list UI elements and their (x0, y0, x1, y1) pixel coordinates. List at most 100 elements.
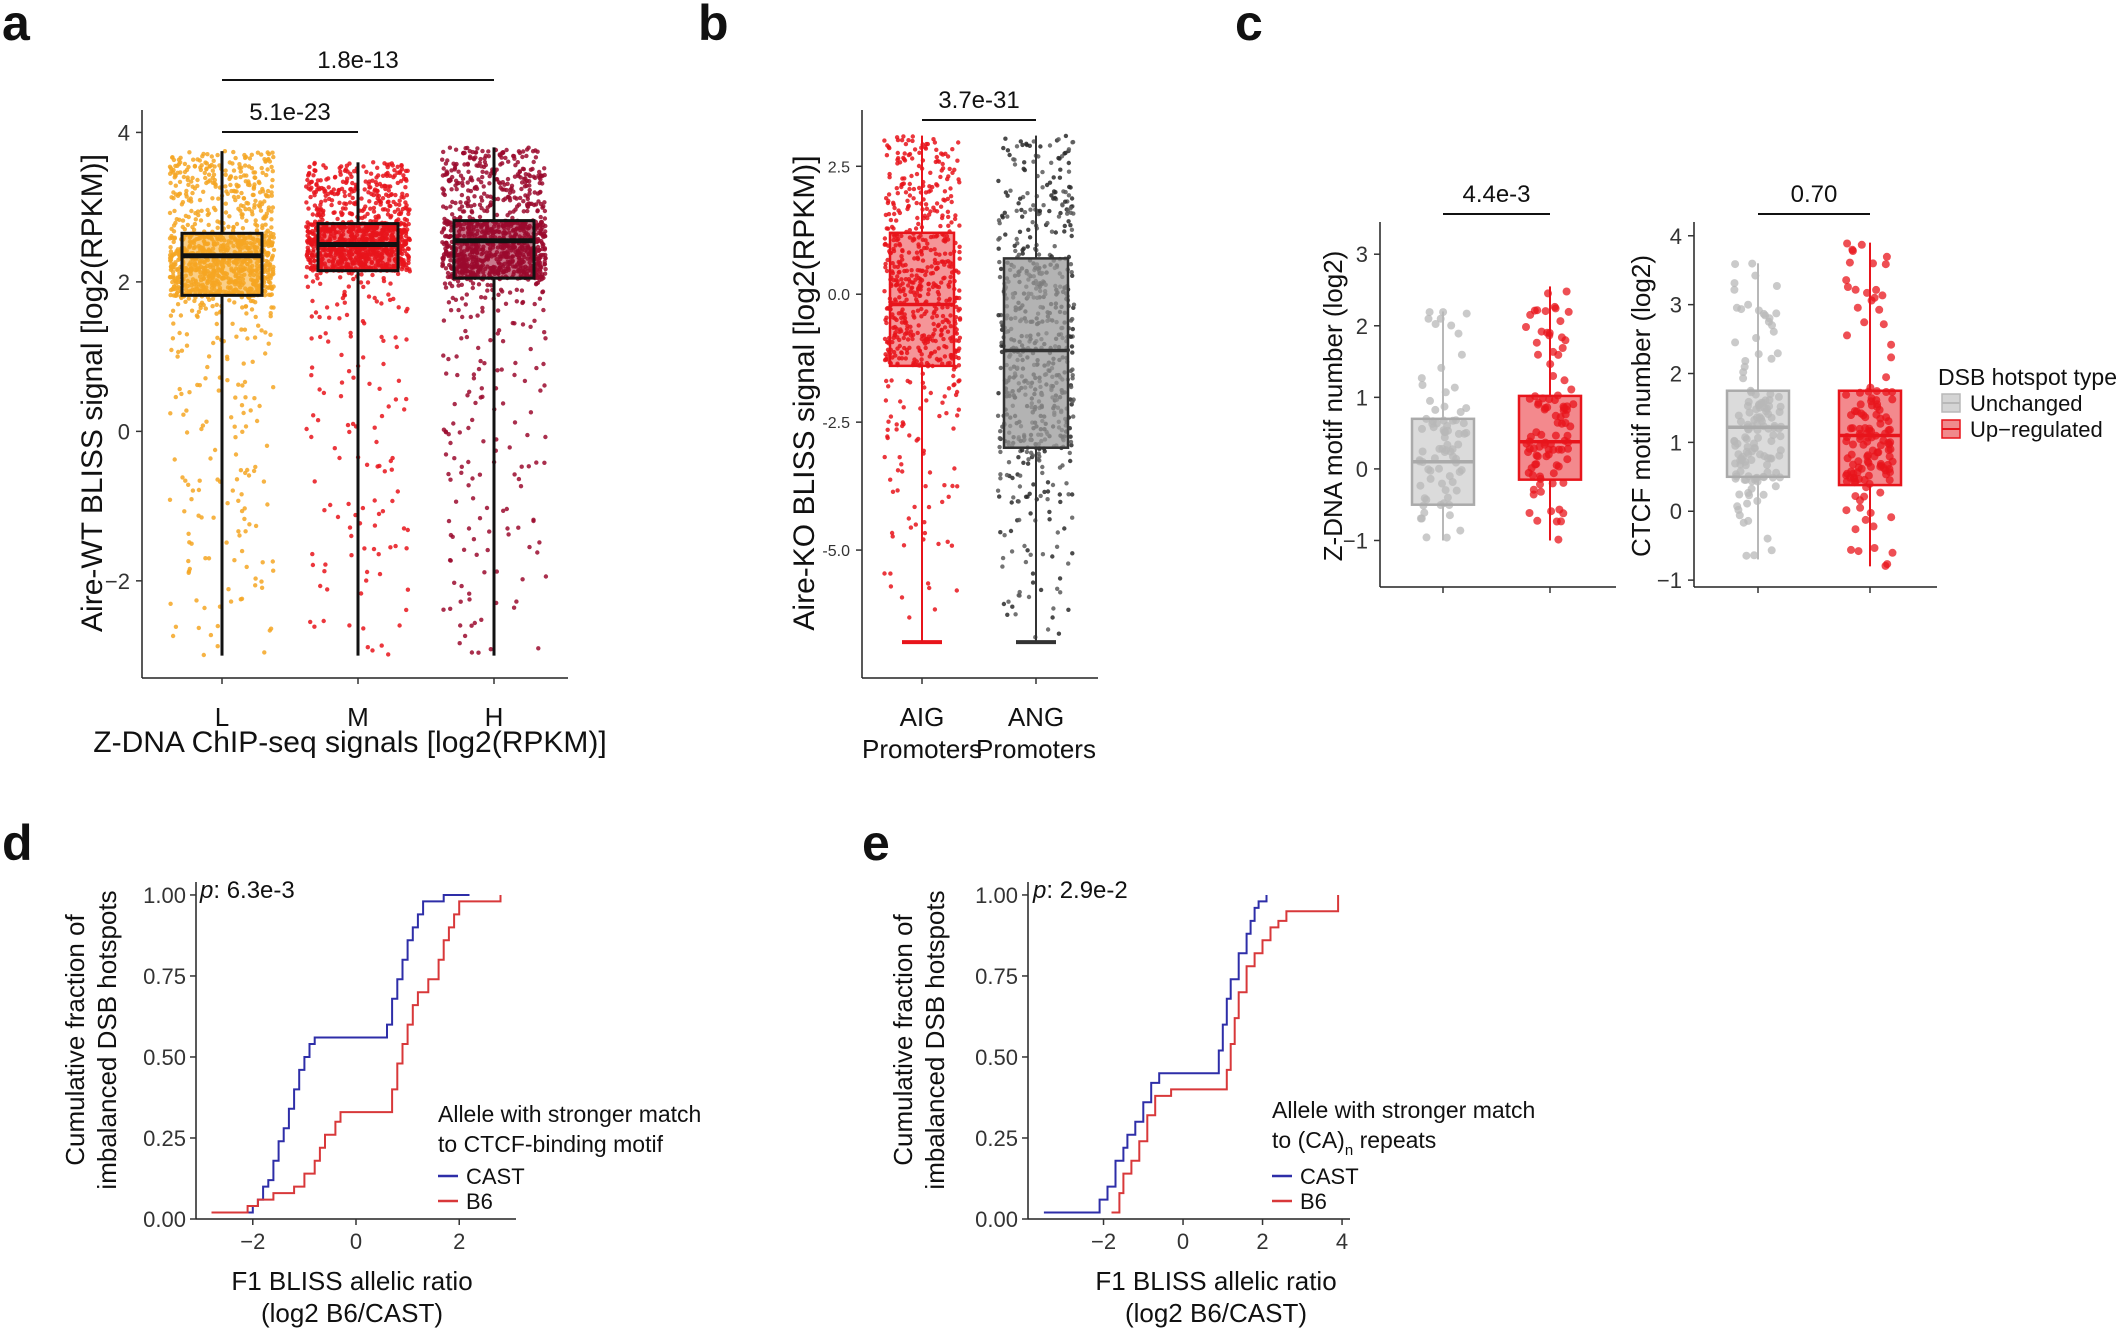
panel-a-data-point (268, 332, 273, 337)
panel-b-data-point (886, 211, 892, 217)
panel-a-data-point (488, 194, 493, 199)
panel-a-data-point (516, 525, 521, 530)
panel-a-data-point (337, 200, 342, 205)
panel-a-data-point (239, 327, 244, 332)
panel-b-data-point (1020, 251, 1025, 256)
panel-a-data-point (395, 170, 400, 175)
panel-b-data-point (888, 571, 893, 576)
panel-b-data-point (1063, 189, 1068, 195)
panel-a-data-point (500, 401, 506, 406)
panel-b-data-point (903, 141, 909, 147)
panel-a-data-point (270, 240, 275, 245)
panel-a-data-point (446, 518, 452, 524)
panel-a-data-point (542, 271, 548, 276)
panel-a-data-point (475, 313, 480, 318)
panel-a-data-point (195, 314, 200, 319)
panel-a-data-point (170, 336, 176, 341)
panel-a-data-point (450, 199, 455, 205)
panel-a-data-point (327, 315, 332, 320)
panel-b-data-point (1010, 604, 1015, 609)
panel-a-data-point (238, 169, 243, 174)
panel-a-data-point (211, 515, 216, 520)
panel-a-data-point (485, 205, 490, 210)
panel-b-data-point (1058, 167, 1063, 172)
panel-a-data-point (495, 308, 501, 313)
panel-a-data-point (250, 212, 255, 217)
panel-a-data-point (475, 146, 480, 151)
panel-b-data-point (938, 174, 943, 180)
panel-a-data-point (535, 236, 541, 242)
panel-a-data-point (441, 166, 446, 171)
panel-a-data-point (371, 205, 377, 211)
panel-a-data-point (195, 177, 200, 183)
panel-b-data-point (957, 180, 962, 185)
panel-a-data-point (342, 193, 348, 199)
panel-a-data-point (316, 212, 321, 217)
panel-b-data-point (998, 530, 1003, 535)
panel-a-data-point (233, 435, 238, 440)
panel-a-data-point (386, 652, 391, 657)
panel-a-data-point (214, 311, 219, 316)
panel-a-data-point (472, 194, 477, 199)
panel-a-data-point (505, 176, 511, 182)
panel-b-data-point (883, 352, 888, 357)
panel-a-data-point (215, 225, 220, 230)
panel-a-data-point (441, 191, 446, 196)
panel-a-data-point (393, 192, 398, 198)
panel-a-data-point (242, 152, 247, 158)
panel-b-data-point (1069, 196, 1075, 201)
panel-a-data-point (321, 618, 326, 624)
panel-a-data-point (521, 149, 526, 154)
panel-a-data-point (239, 492, 244, 497)
panel-a-data-point (516, 476, 522, 482)
panel-b-data-point (884, 306, 890, 311)
panel-a-data-point (246, 206, 252, 212)
panel-b-data-point (1030, 580, 1036, 585)
panel-b-data-point (957, 256, 962, 261)
panel-a-data-point (320, 212, 326, 217)
panel-a-data-point (500, 339, 506, 344)
panel-a-data-point (455, 372, 460, 378)
panel-a-data-point (264, 230, 269, 235)
panel-a-data-point (171, 223, 177, 228)
panel-a-data-point (530, 149, 536, 154)
panel-b-data-point (1022, 210, 1028, 215)
panel-a-data-point (242, 516, 247, 522)
panel-a-data-point (512, 195, 517, 200)
panel-a-data-point (168, 180, 173, 186)
panel-a-data-point (542, 172, 547, 178)
panel-a-data-point (310, 279, 316, 284)
panel-a-data-point (448, 558, 453, 563)
panel-a-data-point (519, 288, 525, 293)
panel-b-data-point (998, 472, 1003, 477)
panel-a-data-point (198, 302, 203, 308)
panel-e-x-title-1: F1 BLISS allelic ratio (1095, 1266, 1336, 1296)
panel-a-data-point (359, 196, 364, 201)
panel-a-data-point (184, 332, 190, 337)
panel-a-data-point (448, 265, 454, 271)
panel-a-data-point (192, 221, 198, 227)
panel-a-data-point (311, 413, 316, 418)
panel-a-data-point (360, 319, 366, 324)
panel-a-data-point (349, 211, 354, 216)
panel-b-data-point (895, 468, 901, 473)
panel-a-data-point (312, 624, 317, 629)
panel-a-data-point (271, 305, 276, 310)
panel-a-data-point (242, 379, 248, 385)
panel-b-data-point (885, 427, 890, 432)
panel-a-data-point (402, 407, 407, 412)
panel-b-data-point (1038, 493, 1043, 499)
panel-a-data-point (352, 201, 358, 207)
panel-b-data-point (998, 365, 1003, 371)
panel-a-data-point (465, 180, 470, 185)
panel-a-data-point (461, 547, 467, 552)
panel-a-data-point (484, 208, 490, 214)
panel-b-data-point (925, 581, 931, 586)
panel-a-ytick-label: 0 (118, 419, 130, 444)
panel-a-data-point (479, 617, 484, 622)
panel-a-data-point (468, 177, 473, 182)
panel-a-data-point (526, 464, 531, 469)
panel-a-data-point (304, 265, 310, 270)
panel-a-data-point (395, 271, 401, 277)
panel-a-data-point (251, 170, 256, 175)
